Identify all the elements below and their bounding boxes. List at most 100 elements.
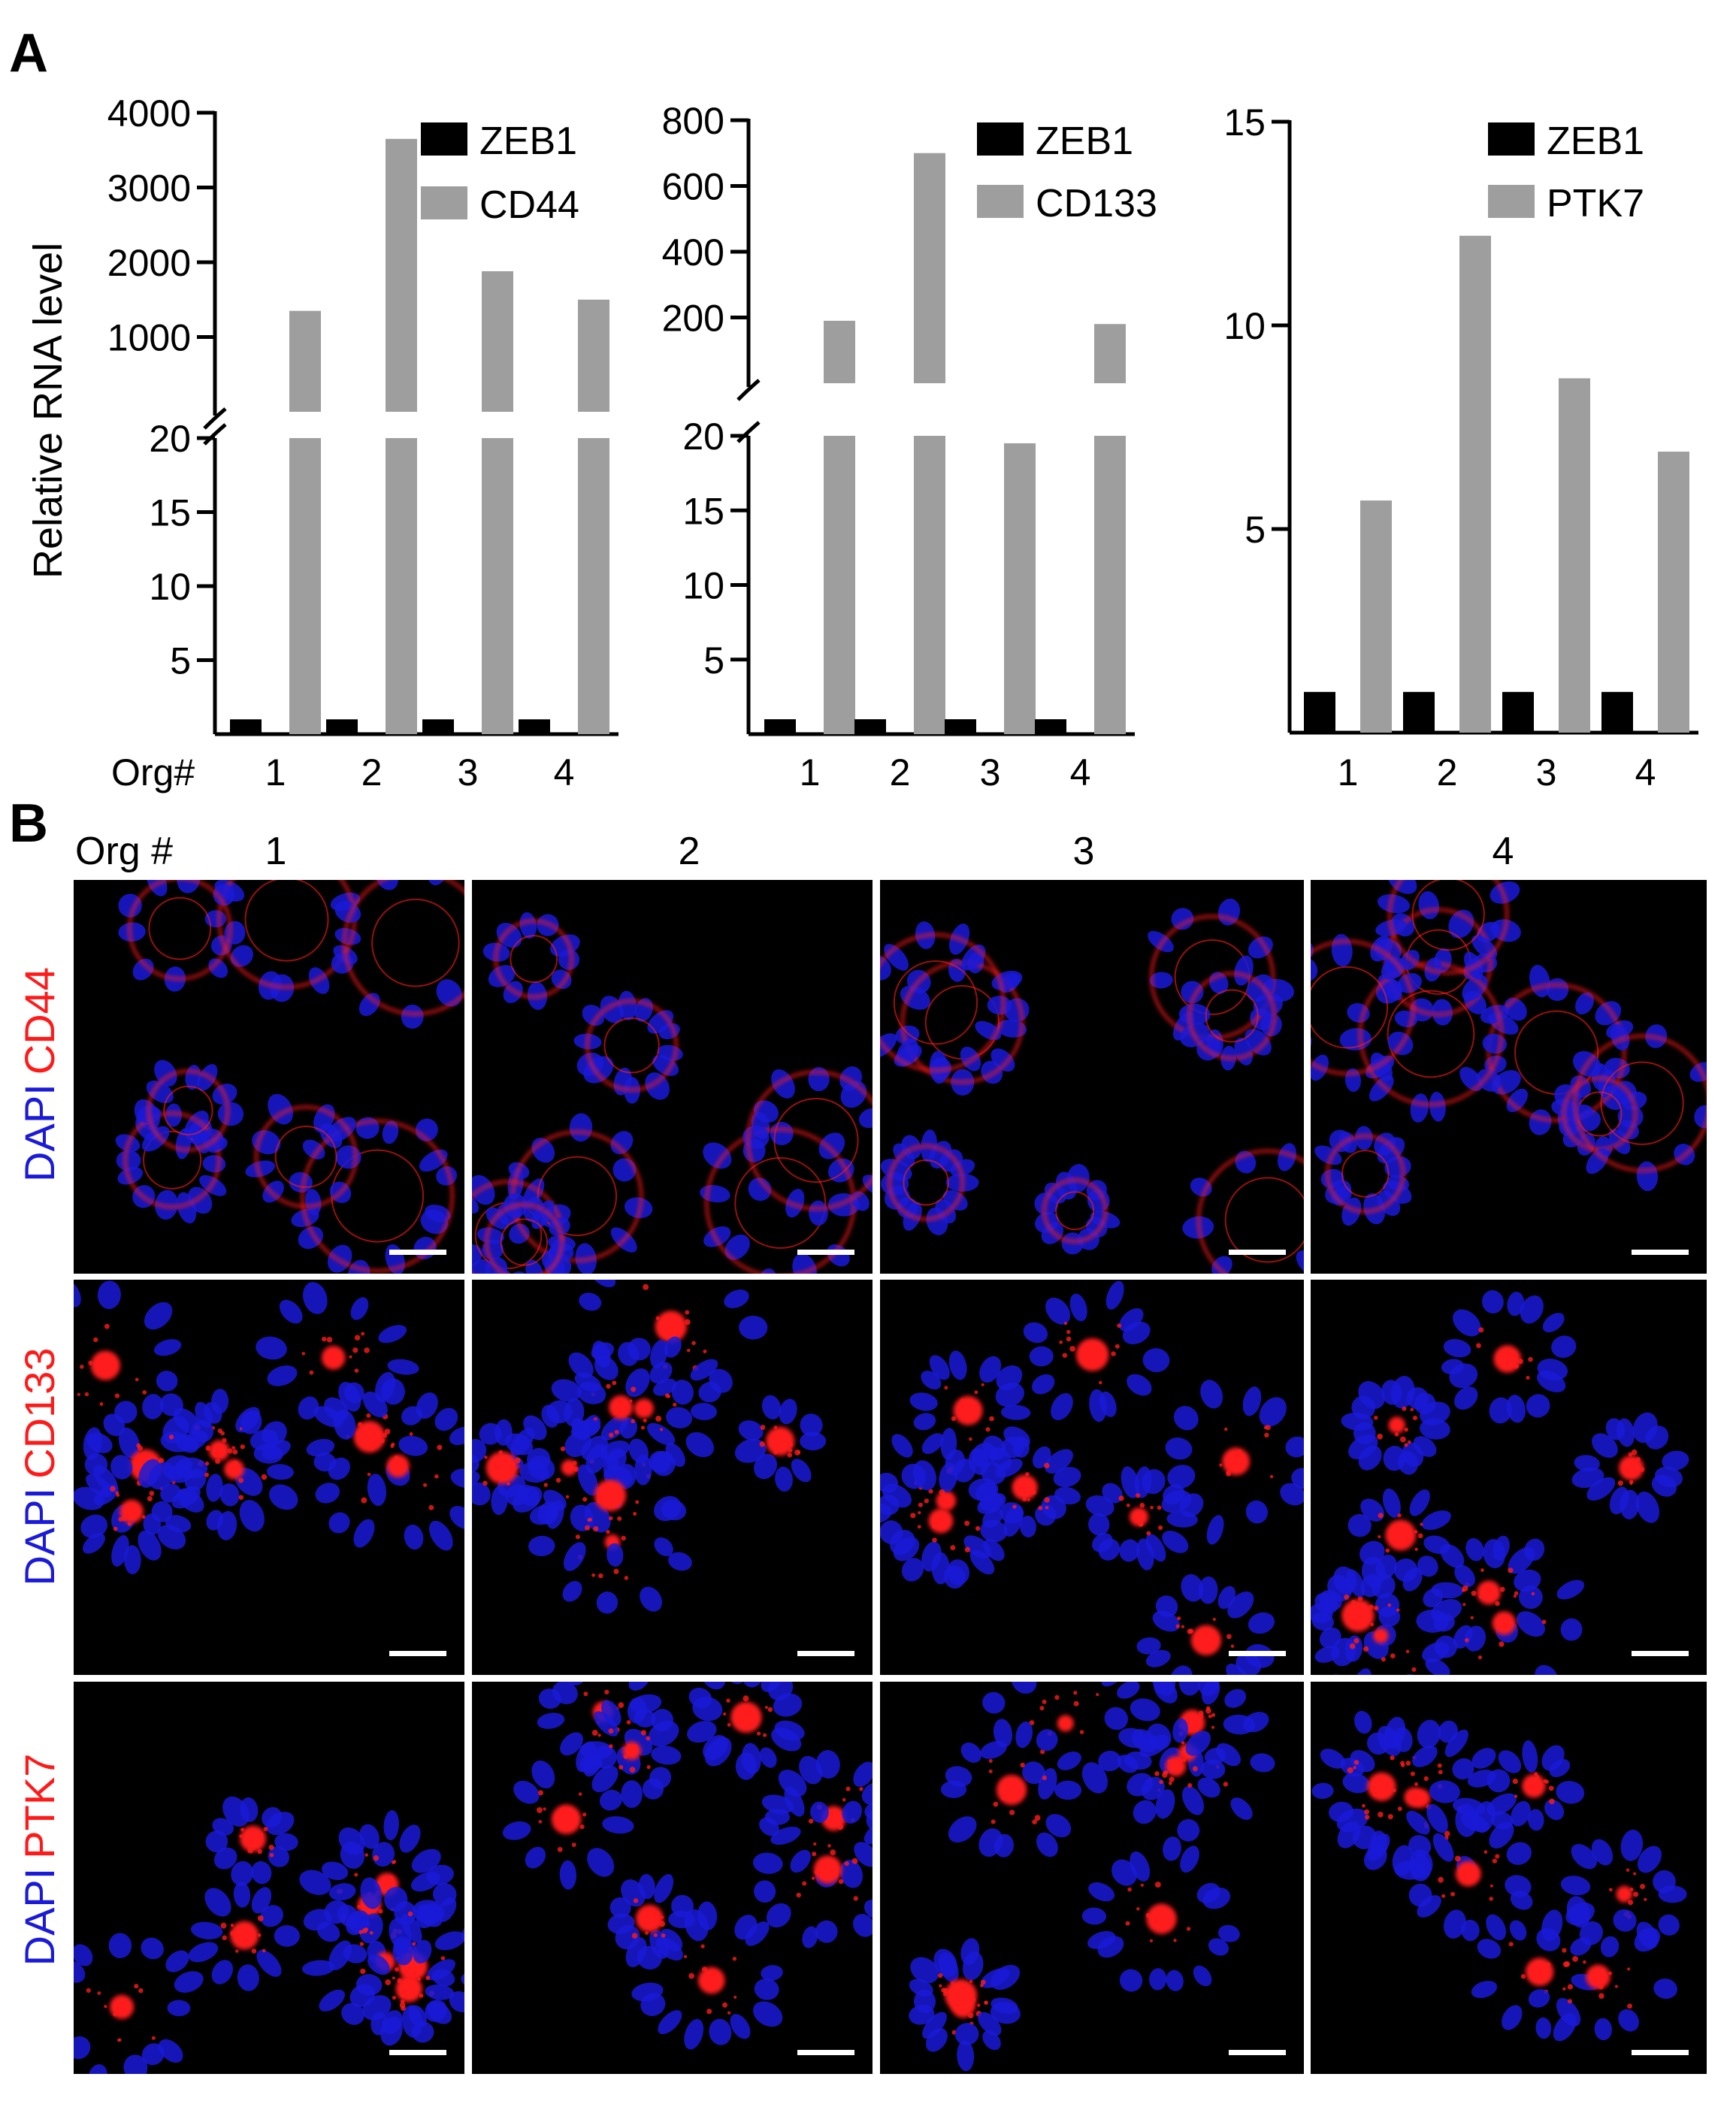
nucleus	[1477, 1939, 1502, 1959]
marker-speck	[1073, 1700, 1079, 1706]
micrograph-cd44-org2	[472, 880, 873, 1274]
nucleus	[413, 1939, 432, 1964]
scale-bar	[389, 1250, 446, 1255]
marker-speck	[263, 1827, 268, 1831]
marker-speck	[1364, 1809, 1370, 1815]
nucleus	[861, 1782, 873, 1806]
nucleus	[416, 1392, 438, 1419]
y-tick-label: 2000	[107, 242, 191, 284]
x-tick-label: 3	[980, 751, 1001, 794]
nucleus	[574, 1372, 601, 1392]
nucleus	[761, 1965, 783, 1982]
marker-speck	[1145, 1912, 1151, 1918]
nucleus	[1542, 1313, 1565, 1333]
marker-speck	[964, 1546, 971, 1553]
marker-speck	[787, 1453, 793, 1458]
nucleus	[800, 1413, 823, 1437]
marker-speck	[646, 1736, 651, 1741]
y-tick-label: 400	[662, 231, 724, 274]
marker-signal	[343, 880, 464, 1016]
nucleus	[313, 1453, 337, 1472]
nucleus	[1490, 881, 1520, 904]
marker-speck	[773, 1425, 778, 1429]
nucleus	[785, 1188, 805, 1218]
marker-speck	[618, 1410, 622, 1415]
x-tick-label: 1	[800, 751, 821, 794]
marker-speck	[428, 1504, 434, 1510]
nucleus	[1020, 1515, 1036, 1538]
marker-speck	[1478, 1595, 1483, 1599]
marker-speck	[1507, 1352, 1511, 1357]
panel-b-letter: B	[9, 794, 48, 854]
x-tick-label: 1	[1338, 751, 1359, 794]
nucleus	[1507, 1292, 1525, 1317]
marker-speck	[358, 1930, 364, 1934]
y-tick-label: 800	[662, 100, 724, 142]
marker-speck	[239, 1834, 243, 1838]
marker-speck	[1411, 1667, 1417, 1672]
marker-signal	[395, 1976, 422, 2003]
marker-speck	[1598, 1993, 1604, 1999]
marker-speck	[1173, 1939, 1177, 1942]
marker-speck	[1027, 1498, 1030, 1502]
marker-signal	[746, 1070, 873, 1211]
nucleus	[583, 1753, 601, 1777]
nucleus	[773, 1693, 803, 1717]
marker-speck	[985, 1427, 990, 1432]
nucleus	[703, 1142, 732, 1169]
marker-signal	[1055, 1191, 1095, 1231]
marker-speck	[422, 1483, 428, 1487]
nucleus	[818, 1132, 845, 1159]
nucleus	[1149, 972, 1173, 989]
nucleus	[472, 1244, 482, 1270]
marker-speck	[971, 1997, 976, 2003]
nucleus	[1291, 1468, 1304, 1489]
nucleus	[344, 1382, 364, 1404]
nucleus	[1402, 1567, 1423, 1592]
marker-speck	[773, 1450, 779, 1455]
nucleus	[429, 1520, 453, 1551]
marker-speck	[1402, 1406, 1407, 1411]
nucleus	[206, 1474, 223, 1502]
bar-zeb1-4	[519, 719, 550, 734]
marker-signal	[655, 1310, 688, 1343]
column-header-3: 3	[1073, 830, 1095, 873]
marker-signal	[147, 1069, 229, 1152]
marker-speck	[484, 1456, 488, 1459]
marker-speck	[118, 1516, 123, 1522]
nucleus	[384, 1887, 408, 1912]
nucleus	[1341, 1197, 1362, 1226]
marker-speck	[1234, 1453, 1240, 1459]
marker-speck	[1635, 1471, 1639, 1475]
marker-speck	[593, 1526, 599, 1532]
marker-speck	[573, 1466, 579, 1472]
marker-speck	[1627, 2003, 1633, 2009]
nucleus	[1023, 1322, 1048, 1344]
marker-speck	[1441, 1894, 1446, 1898]
marker-signal	[230, 1921, 259, 1950]
nucleus	[266, 1464, 294, 1480]
nucleus	[472, 1439, 487, 1463]
marker-speck	[1490, 1884, 1493, 1888]
marker-speck	[1437, 1763, 1442, 1768]
marker-signal	[594, 1479, 627, 1512]
marker-speck	[1489, 1897, 1493, 1901]
x-tick-label: 4	[1635, 751, 1656, 794]
marker-speck	[675, 1330, 680, 1335]
nucleus	[206, 1510, 224, 1531]
marker-signal	[603, 1017, 660, 1074]
marker-speck	[1203, 1631, 1208, 1636]
nucleus	[89, 2064, 107, 2074]
x-tick-label: 3	[458, 751, 479, 794]
marker-speck	[658, 1917, 661, 1921]
nucleus	[606, 1543, 624, 1567]
marker-speck	[1506, 1348, 1511, 1353]
scale-bar	[797, 1250, 854, 1255]
nucleus	[1453, 1625, 1473, 1649]
nucleus	[1119, 1539, 1140, 1562]
nucleus	[753, 1100, 779, 1123]
nucleus	[550, 934, 580, 957]
nucleus	[1505, 1875, 1532, 1897]
marker-speck	[1012, 1504, 1017, 1509]
nucleus	[880, 954, 891, 981]
